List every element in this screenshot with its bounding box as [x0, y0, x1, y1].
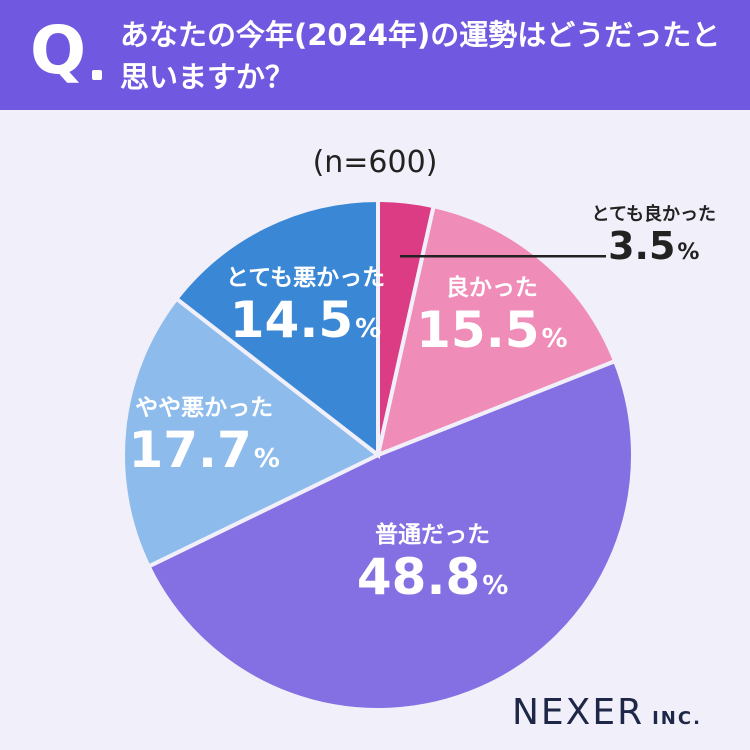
slice-label-normal: 普通だった 48.8%	[357, 522, 508, 605]
slice-value: 48.8%	[356, 547, 509, 606]
pie-slice-good	[375, 203, 618, 459]
brand-logo: NEXER INC.	[512, 692, 702, 733]
q-mark: Q	[30, 12, 87, 89]
question-banner: Q あなたの今年(2024年)の運勢はどうだったと思いますか？	[0, 0, 750, 110]
slice-label-somewhat-bad: やや悪かった 17.7%	[128, 395, 279, 478]
pie-slice-somewhat-bad	[121, 295, 382, 570]
slice-value: 15.5%	[416, 301, 568, 360]
slice-value: 3.5%	[608, 224, 700, 269]
pie-slice-normal	[145, 358, 635, 712]
q-dot-icon	[92, 70, 102, 80]
question-text: あなたの今年(2024年)の運勢はどうだったと思いますか？	[120, 18, 721, 94]
slice-value: 17.7%	[128, 420, 280, 479]
slice-name: 普通だった	[375, 522, 491, 549]
slice-label-very-good: とても良かった 3.5%	[592, 200, 717, 268]
slice-name: とても悪かった	[225, 265, 386, 292]
slice-name: やや悪かった	[135, 395, 274, 422]
slice-label-very-bad: とても悪かった 14.5%	[226, 265, 385, 348]
sample-size: (n=600)	[312, 145, 438, 180]
slice-name: とても良かった	[591, 204, 717, 226]
slice-name: 良かった	[445, 275, 538, 302]
slice-label-good: 良かった 15.5%	[416, 275, 567, 358]
slice-value: 14.5%	[229, 290, 382, 349]
pie-slices	[121, 197, 635, 712]
pie-slice-very-bad	[173, 197, 380, 460]
